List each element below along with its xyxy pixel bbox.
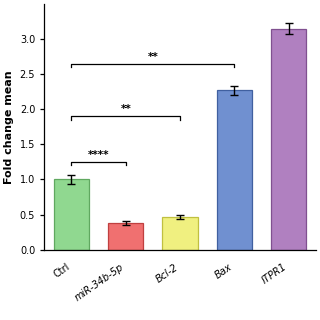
- Text: **: **: [148, 52, 158, 62]
- Text: Bax: Bax: [213, 262, 234, 281]
- Text: **: **: [120, 104, 131, 114]
- Bar: [217, 91, 252, 250]
- Bar: [271, 29, 306, 250]
- Text: Bcl-2: Bcl-2: [154, 262, 180, 284]
- Text: miR-34b-5p: miR-34b-5p: [73, 262, 126, 303]
- Bar: [162, 217, 198, 250]
- Y-axis label: Fold change mean: Fold change mean: [4, 70, 14, 184]
- Text: Ctrl: Ctrl: [52, 262, 71, 280]
- Bar: [54, 180, 89, 250]
- Text: ****: ****: [88, 150, 109, 160]
- Bar: [108, 223, 143, 250]
- Text: ITPR1: ITPR1: [260, 262, 289, 286]
